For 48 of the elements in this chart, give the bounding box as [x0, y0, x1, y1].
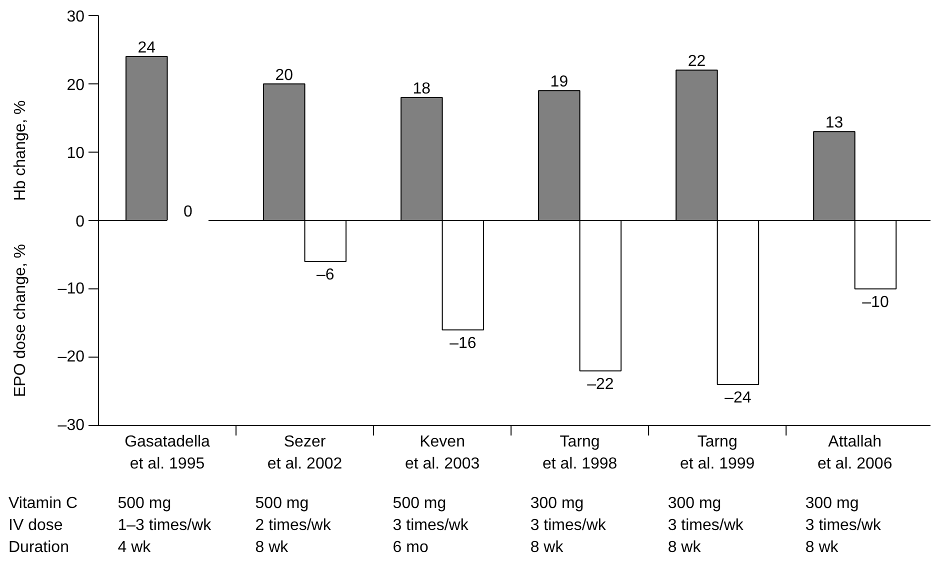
text: 3 times/wk [392, 517, 470, 534]
x-tick-label: Keven et al. 2003 [404, 434, 480, 473]
data-label: 20 [275, 66, 294, 84]
text: 300 mg [530, 495, 584, 512]
text: 8 wk [805, 539, 840, 556]
data-label: –6 [316, 266, 334, 284]
x-tick-label: Tarng et al. 1998 [542, 434, 618, 473]
x-tick-label: Tarng et al. 1999 [680, 434, 755, 473]
data-label: 22 [688, 53, 706, 70]
text: 500 mg [392, 495, 446, 512]
y-axis-title: Hb change, % [12, 100, 29, 201]
y-tick-label: –10 [58, 280, 85, 298]
data-label: –16 [450, 334, 476, 352]
data-label: 13 [825, 114, 844, 132]
text: 2 times/wk [255, 517, 332, 534]
y-tick-label: 20 [66, 76, 85, 94]
text: 8 wk [255, 539, 290, 556]
text: 8 wk [530, 539, 564, 556]
data-label: 19 [550, 74, 568, 91]
text: 6 mo [392, 539, 428, 556]
y-tick-label: –20 [58, 348, 85, 366]
text: IV dose [8, 517, 63, 534]
text: 4 wk [118, 539, 152, 556]
y-tick-label: –30 [58, 417, 85, 434]
data-label: –22 [587, 376, 614, 393]
text: 500 mg [255, 495, 309, 512]
text: 300 mg [805, 495, 859, 512]
y-tick-label: 0 [76, 214, 85, 230]
x-tick-label: Sezer et al. 2002 [267, 434, 342, 473]
text: EPO dose change, % [12, 244, 29, 397]
x-tick-label: Gasatadella et al. 1995 [124, 434, 210, 473]
text: 3 times/wk [530, 517, 607, 534]
data-label: –10 [862, 294, 889, 311]
text: 500 mg [118, 495, 172, 512]
text: 300 mg [668, 495, 722, 512]
data-label: 24 [138, 40, 156, 56]
text: Duration [8, 539, 69, 556]
text: Vitamin C [8, 495, 78, 512]
data-label: –24 [724, 390, 752, 406]
y-tick-label: 10 [66, 145, 85, 162]
text: 3 times/wk [668, 517, 744, 534]
text: 1–3 times/wk [118, 517, 212, 534]
data-label: 0 [183, 204, 192, 220]
data-label: 18 [412, 80, 431, 98]
x-tick-label: Attallah et al. 2006 [818, 434, 892, 473]
y-tick-label: 30 [66, 8, 85, 26]
text: 8 wk [668, 539, 702, 556]
text: 3 times/wk [805, 517, 882, 534]
